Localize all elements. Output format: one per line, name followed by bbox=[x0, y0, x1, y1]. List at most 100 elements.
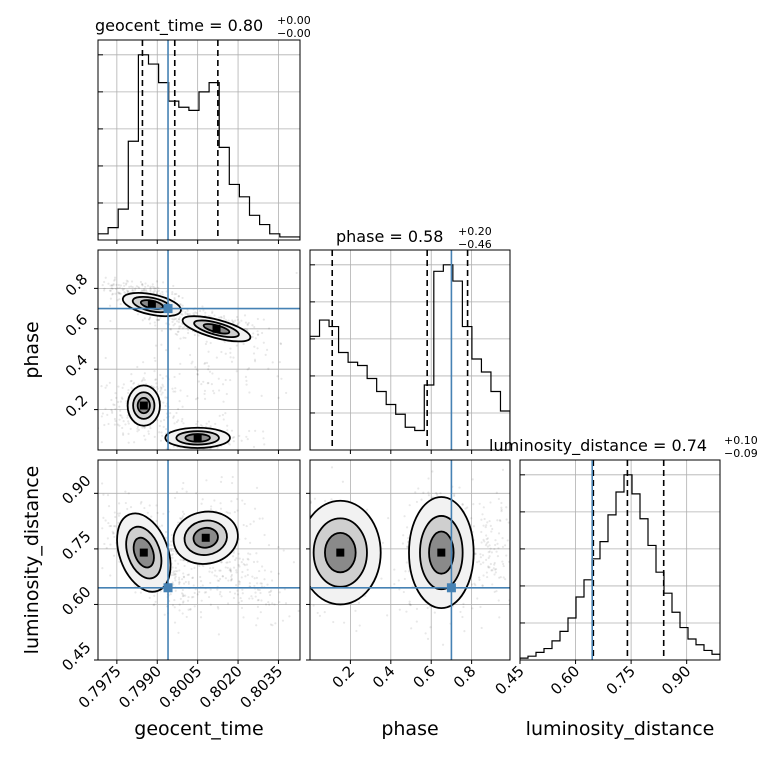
scatter-phase-vs-luminosity-distance-sample bbox=[490, 569, 493, 572]
scatter-geocent-time-vs-luminosity-distance-sample bbox=[199, 616, 203, 619]
scatter-geocent-time-vs-phase-sample bbox=[300, 351, 302, 353]
scatter-geocent-time-vs-phase-sample bbox=[110, 284, 113, 287]
scatter-geocent-time-vs-phase-sample bbox=[160, 386, 163, 390]
scatter-geocent-time-vs-luminosity-distance-sample bbox=[104, 519, 107, 522]
scatter-geocent-time-vs-luminosity-distance-sample bbox=[105, 546, 108, 550]
scatter-geocent-time-vs-phase-sample bbox=[154, 324, 157, 327]
scatter-geocent-time-vs-luminosity-distance-sample bbox=[170, 549, 173, 553]
scatter-geocent-time-vs-luminosity-distance-sample bbox=[173, 496, 177, 500]
scatter-geocent-time-vs-luminosity-distance-sample bbox=[109, 524, 113, 528]
scatter-geocent-time-vs-luminosity-distance-sample bbox=[261, 517, 264, 520]
scatter-geocent-time-vs-phase-sample bbox=[181, 417, 184, 421]
scatter-geocent-time-vs-phase-sample bbox=[149, 285, 152, 288]
scatter-geocent-time-vs-luminosity-distance-sample bbox=[172, 570, 176, 573]
scatter-geocent-time-vs-phase-sample bbox=[209, 447, 212, 450]
scatter-geocent-time-vs-phase-sample bbox=[158, 424, 161, 428]
scatter-geocent-time-vs-phase-sample bbox=[126, 416, 129, 419]
scatter-phase-vs-luminosity-distance-sample bbox=[500, 501, 503, 505]
scatter-geocent-time-vs-phase-sample bbox=[175, 292, 178, 296]
scatter-geocent-time-vs-phase-sample bbox=[141, 284, 144, 287]
scatter-phase-vs-luminosity-distance-sample bbox=[489, 524, 492, 527]
scatter-geocent-time-vs-luminosity-distance-truth-point bbox=[163, 583, 173, 593]
scatter-geocent-time-vs-luminosity-distance-sample bbox=[190, 567, 193, 571]
scatter-geocent-time-vs-phase-yticklabel-3: 0.8 bbox=[62, 270, 92, 300]
scatter-phase-vs-luminosity-distance-sample bbox=[478, 578, 481, 582]
scatter-geocent-time-vs-phase-sample bbox=[253, 358, 257, 361]
scatter-geocent-time-vs-luminosity-distance-sample bbox=[243, 564, 247, 567]
scatter-phase-vs-luminosity-distance-sample bbox=[480, 626, 483, 630]
scatter-geocent-time-vs-phase-sample bbox=[173, 318, 176, 321]
scatter-phase-vs-luminosity-distance-sample bbox=[492, 567, 495, 570]
scatter-geocent-time-vs-phase-sample bbox=[155, 378, 158, 381]
scatter-geocent-time-vs-phase-sample bbox=[222, 314, 226, 318]
scatter-geocent-time-vs-luminosity-distance-sample bbox=[177, 521, 180, 524]
hist-geocent-time-steps bbox=[98, 54, 300, 240]
scatter-geocent-time-vs-luminosity-distance-sample bbox=[184, 580, 187, 584]
scatter-geocent-time-vs-phase-sample bbox=[156, 387, 159, 390]
scatter-geocent-time-vs-phase-sample bbox=[161, 293, 164, 296]
scatter-phase-vs-luminosity-distance-sample bbox=[296, 558, 298, 560]
scatter-geocent-time-vs-phase-sample bbox=[232, 356, 235, 359]
scatter-geocent-time-vs-luminosity-distance-sample bbox=[273, 603, 276, 606]
scatter-geocent-time-vs-phase-sample bbox=[154, 378, 157, 381]
scatter-phase-vs-luminosity-distance-sample bbox=[303, 580, 305, 582]
scatter-geocent-time-vs-phase-sample bbox=[120, 396, 123, 399]
scatter-geocent-time-vs-phase-sample bbox=[165, 428, 168, 431]
scatter-geocent-time-vs-phase-sample bbox=[110, 284, 114, 287]
scatter-geocent-time-vs-luminosity-distance-sample bbox=[232, 551, 235, 554]
scatter-geocent-time-vs-luminosity-distance-sample bbox=[203, 591, 206, 594]
scatter-geocent-time-vs-phase-sample bbox=[254, 337, 257, 340]
scatter-geocent-time-vs-luminosity-distance-sample bbox=[109, 543, 112, 546]
scatter-geocent-time-vs-phase-sample bbox=[113, 423, 116, 426]
scatter-geocent-time-vs-phase-sample bbox=[136, 313, 140, 316]
scatter-phase-vs-luminosity-distance-sample bbox=[288, 497, 290, 499]
scatter-geocent-time-vs-phase-sample bbox=[211, 310, 214, 313]
scatter-geocent-time-vs-luminosity-distance-sample bbox=[233, 592, 237, 595]
scatter-geocent-time-vs-luminosity-distance-sample bbox=[178, 582, 181, 586]
scatter-phase-vs-luminosity-distance-sample bbox=[485, 571, 488, 574]
scatter-geocent-time-vs-phase-sample bbox=[154, 287, 157, 290]
scatter-geocent-time-vs-luminosity-distance-xticklabel-1: 0.7990 bbox=[115, 662, 165, 712]
scatter-geocent-time-vs-luminosity-distance-sample bbox=[248, 597, 251, 600]
scatter-geocent-time-vs-phase-sample bbox=[123, 291, 126, 294]
scatter-geocent-time-vs-luminosity-distance-sample bbox=[251, 575, 254, 578]
scatter-geocent-time-vs-phase-yticklabel-1: 0.4 bbox=[62, 351, 92, 381]
scatter-phase-vs-luminosity-distance-sample bbox=[466, 506, 469, 509]
scatter-geocent-time-vs-phase-sample bbox=[173, 298, 176, 301]
scatter-phase-vs-luminosity-distance-sample bbox=[426, 606, 429, 610]
scatter-phase-vs-luminosity-distance-sample bbox=[301, 575, 303, 577]
scatter-phase-vs-luminosity-distance-sample bbox=[302, 528, 304, 530]
scatter-geocent-time-vs-luminosity-distance-sample bbox=[189, 607, 192, 611]
scatter-geocent-time-vs-phase-sample bbox=[184, 336, 187, 340]
scatter-geocent-time-vs-luminosity-distance-sample bbox=[156, 511, 159, 515]
scatter-geocent-time-vs-phase-sample bbox=[194, 398, 198, 401]
scatter-geocent-time-vs-phase-sample bbox=[186, 313, 189, 316]
scatter-phase-vs-luminosity-distance-sample bbox=[472, 525, 476, 528]
scatter-geocent-time-vs-luminosity-distance-sample bbox=[154, 600, 157, 603]
scatter-geocent-time-vs-luminosity-distance-sample bbox=[227, 579, 230, 582]
scatter-geocent-time-vs-phase-sample bbox=[149, 426, 152, 430]
scatter-phase-vs-luminosity-distance-sample bbox=[506, 539, 509, 542]
scatter-geocent-time-vs-luminosity-distance-contour-0-0 bbox=[116, 512, 172, 593]
scatter-phase-vs-luminosity-distance-xticklabel-3: 0.8 bbox=[450, 662, 480, 692]
scatter-geocent-time-vs-luminosity-distance-sample bbox=[143, 506, 146, 510]
scatter-geocent-time-vs-phase-sample bbox=[122, 282, 125, 285]
scatter-geocent-time-vs-luminosity-distance-sample bbox=[216, 588, 219, 591]
panel-2d-geocent-time-phase: 0.2 0.4 0.6 0.8 bbox=[62, 249, 302, 454]
scatter-geocent-time-vs-phase-sample bbox=[100, 415, 103, 418]
scatter-geocent-time-vs-luminosity-distance-sample bbox=[263, 569, 267, 572]
scatter-geocent-time-vs-phase-sample bbox=[215, 356, 218, 359]
scatter-geocent-time-vs-luminosity-distance-sample bbox=[252, 560, 256, 564]
scatter-geocent-time-vs-luminosity-distance-sample bbox=[106, 537, 109, 540]
hist-luminosity-distance-xticklabel-2: 0.75 bbox=[603, 662, 639, 698]
scatter-phase-vs-luminosity-distance-sample bbox=[422, 491, 425, 494]
scatter-geocent-time-vs-phase-sample bbox=[194, 311, 197, 314]
scatter-geocent-time-vs-phase-sample bbox=[188, 312, 191, 316]
scatter-phase-vs-luminosity-distance-sample bbox=[403, 577, 406, 581]
scatter-phase-vs-luminosity-distance-sample bbox=[483, 540, 486, 543]
scatter-geocent-time-vs-phase-sample bbox=[245, 379, 248, 382]
scatter-geocent-time-vs-luminosity-distance-sample bbox=[173, 606, 176, 609]
scatter-geocent-time-vs-phase-sample bbox=[242, 342, 245, 346]
scatter-phase-vs-luminosity-distance-sample bbox=[426, 637, 430, 640]
scatter-phase-vs-luminosity-distance-sample bbox=[306, 582, 308, 584]
